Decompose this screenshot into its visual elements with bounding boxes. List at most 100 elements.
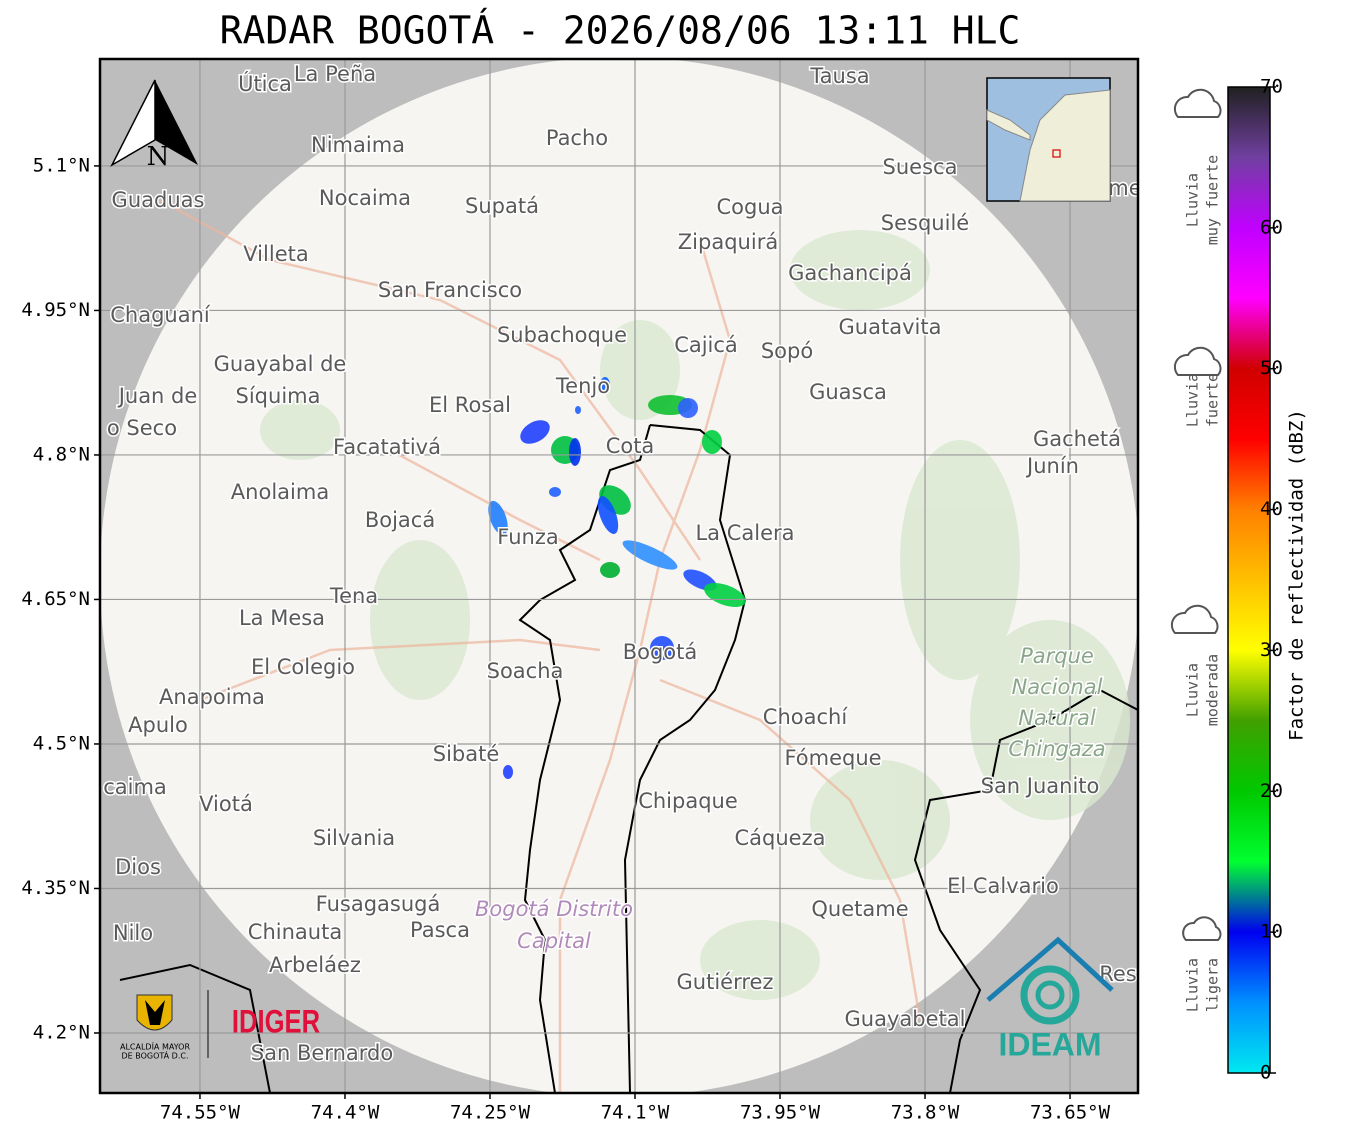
radar-echo bbox=[600, 377, 610, 393]
intensity-label: Lluvia bbox=[1184, 173, 1202, 227]
place-label: Chinauta bbox=[248, 920, 342, 944]
place-label: Guatavita bbox=[839, 315, 942, 339]
place-label: Tenjo bbox=[555, 374, 610, 398]
place-label: La Calera bbox=[695, 521, 794, 545]
place-label: me bbox=[1108, 176, 1141, 200]
colorbar-scale bbox=[1227, 86, 1271, 1074]
map: Útica La Peña Tausa Pacho Nimaima Suesca Guadu… bbox=[100, 59, 1141, 1093]
x-tick-label: 73.65°W bbox=[1030, 1102, 1111, 1124]
y-tick-label: 4.5°N bbox=[33, 732, 90, 754]
place-label: Anolaima bbox=[231, 480, 329, 504]
radar-echo bbox=[520, 420, 550, 444]
north-arrow: N bbox=[110, 79, 198, 172]
place-label: Gutiérrez bbox=[677, 970, 774, 994]
place-label: Pacho bbox=[546, 126, 608, 150]
place-label: Guaduas bbox=[112, 188, 205, 212]
place-label: Gachetá bbox=[1033, 427, 1121, 451]
x-tick-label: 74.1°W bbox=[601, 1102, 670, 1124]
ideam-logo: IDEAM bbox=[998, 1026, 1101, 1062]
place-label: Supatá bbox=[465, 194, 539, 218]
x-tick-label: 74.25°W bbox=[450, 1102, 531, 1124]
place-label: San Juanito bbox=[981, 774, 1100, 798]
place-label: Junín bbox=[1025, 454, 1079, 478]
place-label: Chaguaní bbox=[110, 303, 211, 327]
place-label: Nilo bbox=[113, 921, 153, 945]
x-tick-label: 73.95°W bbox=[740, 1102, 821, 1124]
place-label: Anapoima bbox=[159, 685, 265, 709]
place-label: Juan de bbox=[117, 384, 198, 408]
place-label: Guayabal de bbox=[214, 352, 347, 376]
logo-text: DE BOGOTÁ D.C. bbox=[121, 1050, 188, 1061]
intensity-label: fuerte bbox=[1204, 373, 1222, 427]
logo-text: ALCALDÍA MAYOR bbox=[120, 1041, 190, 1052]
place-label: Fómeque bbox=[784, 746, 881, 770]
place-label: La Mesa bbox=[239, 606, 325, 630]
radar-echo bbox=[575, 406, 581, 414]
y-tick-label: 4.2°N bbox=[33, 1021, 90, 1043]
place-label: Bogotá bbox=[623, 640, 698, 664]
place-label: Quetame bbox=[811, 897, 908, 921]
colorbar-tick-label: 30 bbox=[1260, 639, 1283, 661]
colorbar: Factor de reflectividad (dBZ) 0 10 20 30 40 5… bbox=[1227, 76, 1308, 1084]
place-label: Pasca bbox=[410, 918, 470, 942]
radar-echoes bbox=[488, 377, 746, 779]
place-label: San Bernardo bbox=[251, 1041, 393, 1065]
place-label: Cajicá bbox=[674, 333, 738, 357]
intensity-label: muy fuerte bbox=[1204, 155, 1222, 245]
place-label: El Calvario bbox=[947, 874, 1059, 898]
place-label: Nocaima bbox=[319, 186, 411, 210]
colorbar-tick-label: 40 bbox=[1260, 498, 1283, 520]
logos: ALCALDÍA MAYOR DE BOGOTÁ D.C. IDIGER IDE… bbox=[120, 936, 1114, 1062]
place-label: Chipaque bbox=[638, 789, 738, 813]
y-tick-label: 4.35°N bbox=[21, 877, 90, 899]
colorbar-tick-label: 60 bbox=[1260, 216, 1283, 238]
place-label: Sesquilé bbox=[881, 211, 969, 235]
place-label: Zipaquirá bbox=[678, 230, 778, 254]
place-label: El Rosal bbox=[429, 393, 511, 417]
idiger-logo: IDIGER bbox=[232, 1005, 320, 1040]
place-label: Soacha bbox=[487, 659, 564, 683]
colorbar-label: Factor de reflectividad (dBZ) bbox=[1286, 409, 1308, 741]
map-frame bbox=[98, 57, 1140, 1095]
place-label: Sibaté bbox=[433, 742, 500, 766]
place-label: o Seco bbox=[107, 416, 177, 440]
y-tick-label: 4.65°N bbox=[21, 588, 90, 610]
place-label: Guayabetal bbox=[845, 1007, 966, 1031]
colorbar-tick-label: 50 bbox=[1260, 357, 1283, 379]
place-label: Gachancipá bbox=[788, 261, 912, 285]
radar-echo bbox=[622, 540, 678, 570]
radar-echo bbox=[678, 398, 698, 418]
place-label: Chingaza bbox=[1008, 737, 1105, 761]
place-label: Bogotá Distrito bbox=[475, 897, 633, 921]
intensity-label: moderada bbox=[1204, 654, 1222, 726]
place-label: Capital bbox=[517, 929, 591, 953]
y-tick-label: 4.8°N bbox=[33, 443, 90, 465]
intensity-label: Lluvia bbox=[1184, 663, 1202, 717]
place-label: Síquima bbox=[236, 384, 321, 408]
north-label: N bbox=[147, 142, 170, 172]
place-label: Funza bbox=[497, 525, 558, 549]
x-tick-label: 74.55°W bbox=[160, 1102, 241, 1124]
y-tick-label: 4.95°N bbox=[21, 299, 90, 321]
place-label: Sopó bbox=[761, 339, 813, 363]
intensity-label: Lluvia bbox=[1184, 958, 1202, 1012]
intensity-label: ligera bbox=[1204, 958, 1222, 1012]
radar-echo bbox=[702, 430, 722, 454]
place-label: Nimaima bbox=[311, 133, 405, 157]
colorbar-tick-label: 0 bbox=[1260, 1062, 1271, 1084]
radar-echo bbox=[704, 582, 746, 608]
place-label: Guasca bbox=[809, 380, 887, 404]
place-label: Apulo bbox=[128, 713, 188, 737]
radar-echo bbox=[650, 636, 674, 660]
place-label: Cáqueza bbox=[735, 826, 826, 850]
place-label: Útica bbox=[238, 71, 292, 96]
place-label: Villeta bbox=[243, 242, 308, 266]
radar-echo bbox=[569, 438, 581, 466]
radar-echo bbox=[503, 765, 513, 779]
place-label: San Francisco bbox=[378, 278, 522, 302]
place-label: Suesca bbox=[883, 155, 958, 179]
radar-echo bbox=[549, 487, 561, 497]
place-label: Cota bbox=[606, 434, 655, 458]
colorbar-tick-label: 20 bbox=[1260, 780, 1283, 802]
roads bbox=[159, 198, 922, 1093]
